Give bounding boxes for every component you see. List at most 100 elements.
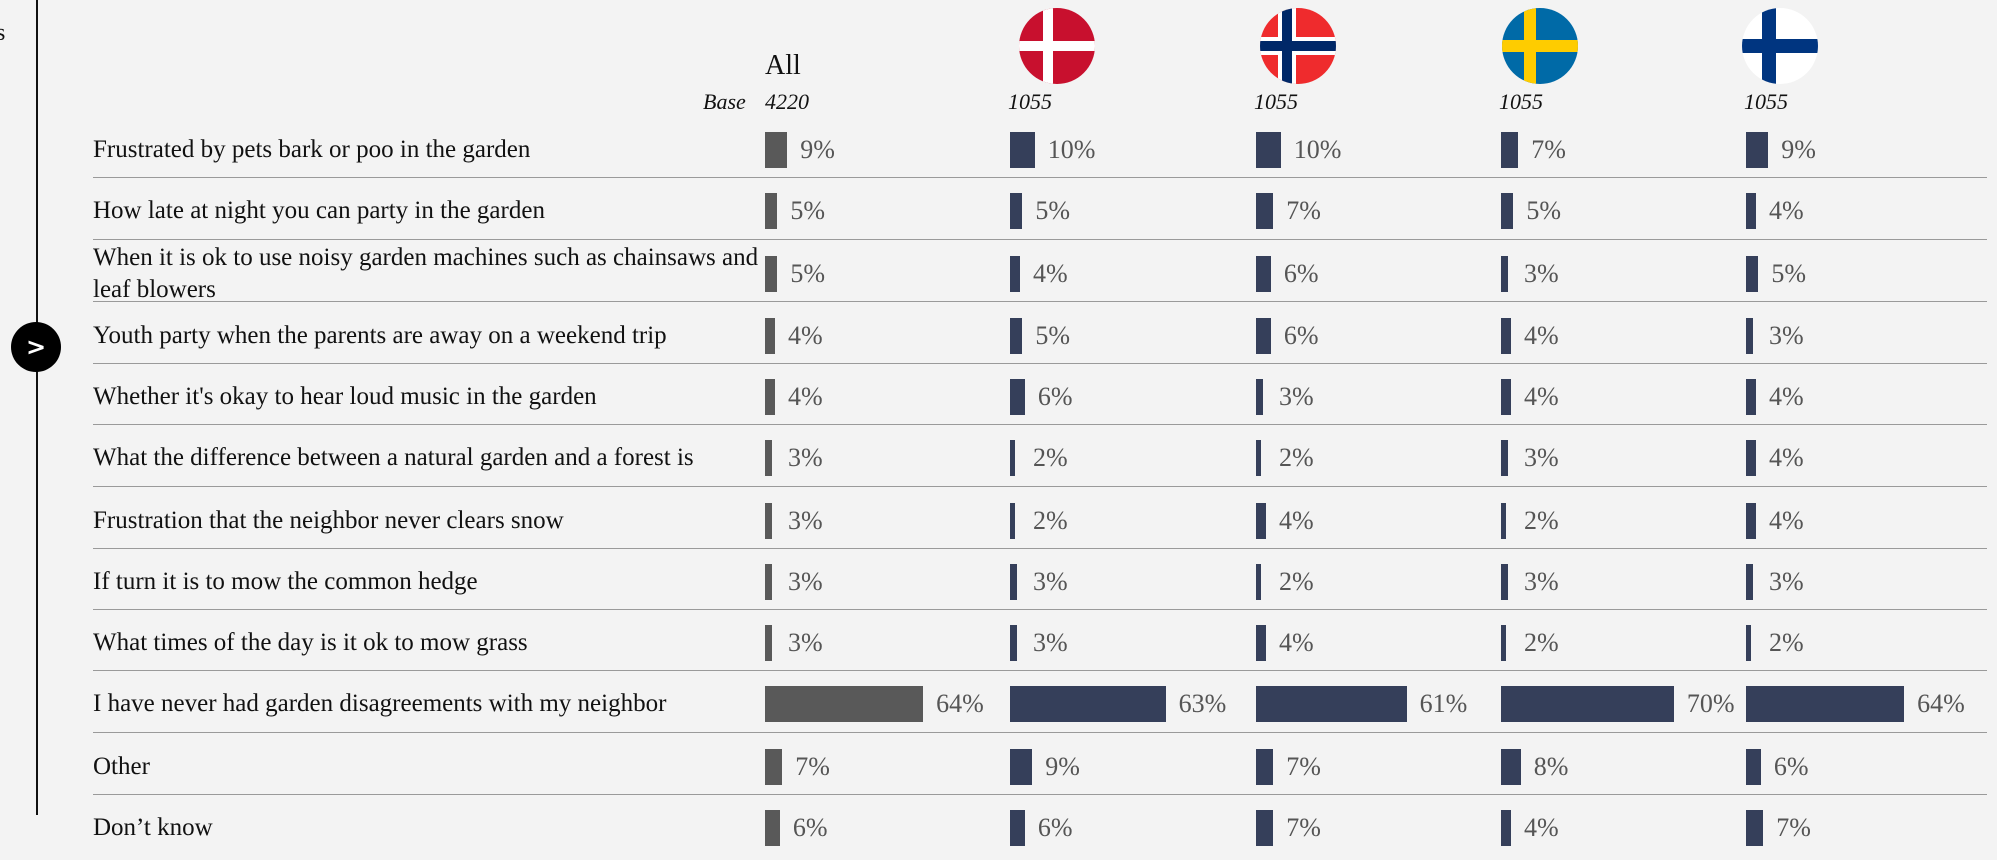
value-label: 9% <box>1781 135 1816 164</box>
bar <box>765 256 778 292</box>
bar <box>1010 810 1025 846</box>
value-label: 4% <box>1769 506 1804 535</box>
bar <box>1746 132 1769 168</box>
sidebar-text: s <box>0 20 6 46</box>
bar <box>1256 810 1274 846</box>
bar <box>765 379 775 415</box>
value-label: 64% <box>1917 689 1965 718</box>
value-label: 4% <box>1769 382 1804 411</box>
value-label: 8% <box>1533 752 1569 781</box>
bar <box>1010 564 1018 600</box>
bar <box>1256 132 1281 168</box>
row-separator <box>93 609 1987 610</box>
value-label: 6% <box>1037 813 1073 842</box>
row-label: When it is ok to use noisy garden machin… <box>93 244 759 303</box>
value-label: 3% <box>1033 567 1068 596</box>
row-separator <box>93 363 1987 364</box>
sidebar-line <box>36 0 38 815</box>
value-label: 5% <box>1771 259 1807 288</box>
value-label: 9% <box>800 135 835 164</box>
bar <box>1010 318 1023 354</box>
row-label: Don’t know <box>93 814 213 841</box>
row-label: Frustrated by pets bark or poo in the ga… <box>93 136 531 163</box>
row-label: Frustration that the neighbor never clea… <box>93 507 564 534</box>
value-label: 2% <box>1279 567 1314 596</box>
value-label: 5% <box>1035 321 1071 350</box>
row-label: If turn it is to mow the common hedge <box>93 568 478 595</box>
value-label: 4% <box>1524 813 1559 842</box>
value-label: 7% <box>1286 813 1321 842</box>
row-label: How late at night you can party in the g… <box>93 197 545 224</box>
row-label: What the difference between a natural ga… <box>93 444 694 471</box>
value-label: 4% <box>1033 259 1068 288</box>
value-label: 6% <box>1773 752 1809 781</box>
value-label: 3% <box>1033 628 1068 657</box>
bar <box>1746 440 1756 476</box>
value-label: 6% <box>1037 382 1073 411</box>
bar <box>1501 193 1514 229</box>
bar <box>1256 193 1274 229</box>
value-label: 7% <box>1776 813 1811 842</box>
bar <box>765 686 924 722</box>
bar <box>1746 749 1761 785</box>
bar <box>765 503 773 539</box>
value-label: 9% <box>1045 752 1080 781</box>
value-label: 4% <box>1279 628 1314 657</box>
value-label: 4% <box>788 321 823 350</box>
bar <box>765 564 773 600</box>
row-separator <box>93 177 1987 178</box>
bar <box>1501 379 1511 415</box>
expand-button[interactable]: > <box>11 322 61 372</box>
value-label: 3% <box>788 443 823 472</box>
bar <box>765 749 783 785</box>
value-label: 4% <box>788 382 823 411</box>
column-base: 4220 <box>765 89 809 114</box>
bar <box>1746 810 1764 846</box>
row-separator <box>93 548 1987 549</box>
bar <box>1010 749 1033 785</box>
base-label: Base <box>703 89 746 114</box>
bar <box>1746 564 1754 600</box>
bar <box>1010 625 1018 661</box>
value-label: 6% <box>1283 259 1319 288</box>
value-label: 3% <box>788 628 823 657</box>
value-label: 2% <box>1524 506 1559 535</box>
bar <box>765 625 773 661</box>
row-label: Youth party when the parents are away on… <box>93 322 667 349</box>
bar <box>1010 132 1035 168</box>
value-label: 7% <box>1286 196 1321 225</box>
value-label: 2% <box>1524 628 1559 657</box>
value-label: 5% <box>1035 196 1071 225</box>
value-label: 4% <box>1769 443 1804 472</box>
value-label: 5% <box>1526 196 1562 225</box>
bar <box>1256 625 1266 661</box>
flag-norway <box>1260 8 1336 84</box>
bar <box>1010 440 1015 476</box>
value-label: 7% <box>1531 135 1566 164</box>
value-label: 63% <box>1178 689 1227 718</box>
bar <box>1746 686 1905 722</box>
value-label: 3% <box>1524 443 1559 472</box>
value-label: 5% <box>790 196 826 225</box>
bar <box>1256 686 1407 722</box>
value-label: 6% <box>1283 321 1319 350</box>
value-label: 5% <box>790 259 826 288</box>
bar <box>1010 193 1023 229</box>
flag-finland <box>1742 8 1818 84</box>
value-label: 4% <box>1769 196 1804 225</box>
bar <box>1501 440 1509 476</box>
value-label: 4% <box>1524 382 1559 411</box>
row-label: Other <box>93 753 150 780</box>
bar <box>1010 503 1015 539</box>
value-label: 3% <box>1524 259 1559 288</box>
bar <box>1501 503 1506 539</box>
value-label: 10% <box>1293 135 1342 164</box>
value-label: 10% <box>1047 135 1096 164</box>
column-base: 1055 <box>1254 89 1298 114</box>
row-separator <box>93 794 1987 795</box>
bar <box>1256 749 1274 785</box>
row-separator <box>93 424 1987 425</box>
column-base: 1055 <box>1008 89 1052 114</box>
column-base: 1055 <box>1499 89 1543 114</box>
